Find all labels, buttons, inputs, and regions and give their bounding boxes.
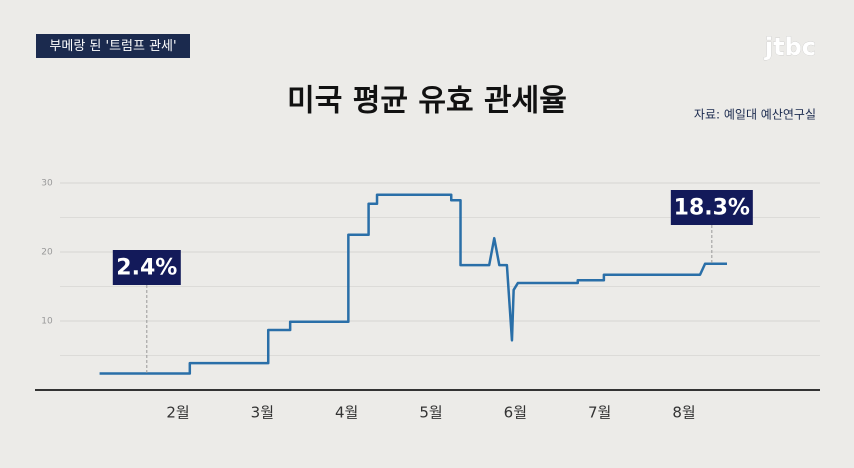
tag: 부메랑 된 '트럼프 관세' <box>49 39 176 54</box>
annotation-label: 18.3% <box>674 196 750 221</box>
chart-title: 미국 평균 유효 관세율 <box>287 84 567 119</box>
x-tick-label: 4월 <box>335 404 358 422</box>
y-tick-label: 10 <box>41 317 53 327</box>
y-tick-label: 30 <box>41 179 53 189</box>
x-tick-label: 3월 <box>251 404 274 422</box>
x-tick-label: 5월 <box>419 404 442 422</box>
annotation-label: 2.4% <box>116 256 177 281</box>
annotation-box <box>670 190 753 225</box>
x-tick-label: 6월 <box>504 404 527 422</box>
logo: jtbc <box>764 33 816 61</box>
x-tick-label: 2월 <box>166 404 189 422</box>
annotation-box <box>112 250 181 285</box>
source: 자료: 예일대 예산연구실 <box>694 108 816 122</box>
tag-box <box>36 34 190 58</box>
y-tick-label: 20 <box>41 248 53 258</box>
data-line <box>99 193 728 375</box>
x-tick-label: 8월 <box>672 404 695 422</box>
x-tick-label: 7월 <box>588 404 611 422</box>
